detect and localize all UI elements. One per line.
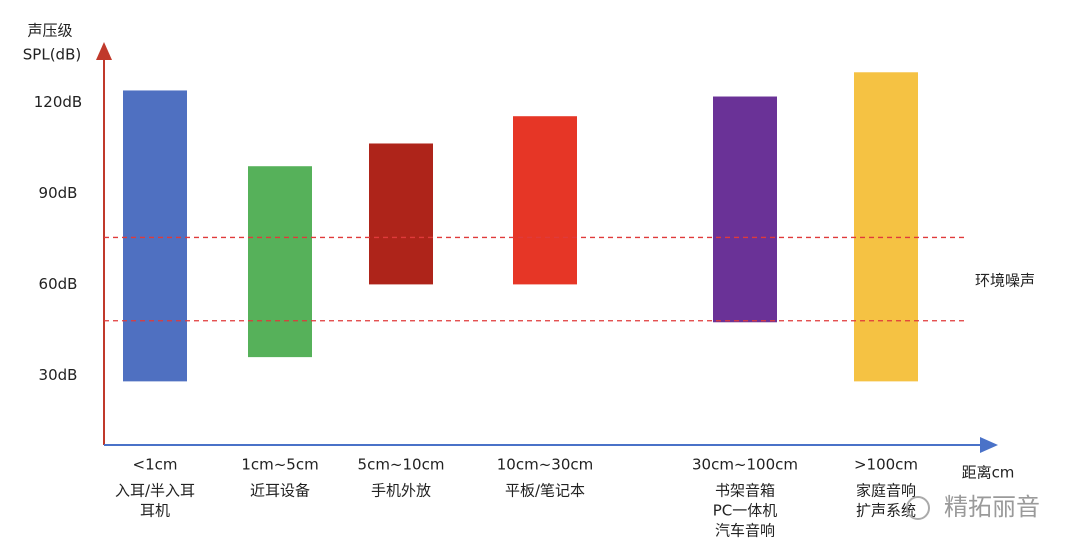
category-description: 耳机 [140,502,170,520]
category-description: PC一体机 [713,502,778,520]
bar [369,143,433,285]
bar [248,166,312,358]
x-tick-label: 5cm~10cm [358,456,445,474]
category-description: 汽车音响 [715,522,775,540]
y-tick-label: 90dB [39,184,78,202]
x-tick-label: >100cm [854,456,918,474]
noise-label: 环境噪声 [975,272,1035,290]
category-description: 家庭音响 [856,482,916,500]
x-tick-label: 1cm~5cm [241,456,318,474]
category-description: 扩声系统 [856,502,916,520]
bar [713,96,777,323]
x-axis-title: 距离cm [962,464,1015,482]
bar [854,72,918,382]
x-tick-label: <1cm [133,456,178,474]
category-description: 近耳设备 [250,482,310,500]
bar [513,116,577,285]
y-axis-title: SPL(dB) [23,46,81,64]
category-description: 入耳/半入耳 [115,482,195,500]
category-description: 手机外放 [371,482,431,500]
y-tick-label: 60dB [39,275,78,293]
watermark-text: 精拓丽音 [944,493,1040,521]
bar [123,90,187,382]
x-tick-label: 30cm~100cm [692,456,798,474]
y-tick-label: 30dB [39,366,78,384]
watermark-icon [906,496,930,520]
y-tick-label: 120dB [34,93,82,111]
y-axis-title: 声压级 [27,22,72,40]
category-description: 书架音箱 [715,482,775,500]
category-description: 平板/笔记本 [505,482,585,500]
watermark: 精拓丽音 [906,493,1040,521]
x-tick-label: 10cm~30cm [497,456,593,474]
